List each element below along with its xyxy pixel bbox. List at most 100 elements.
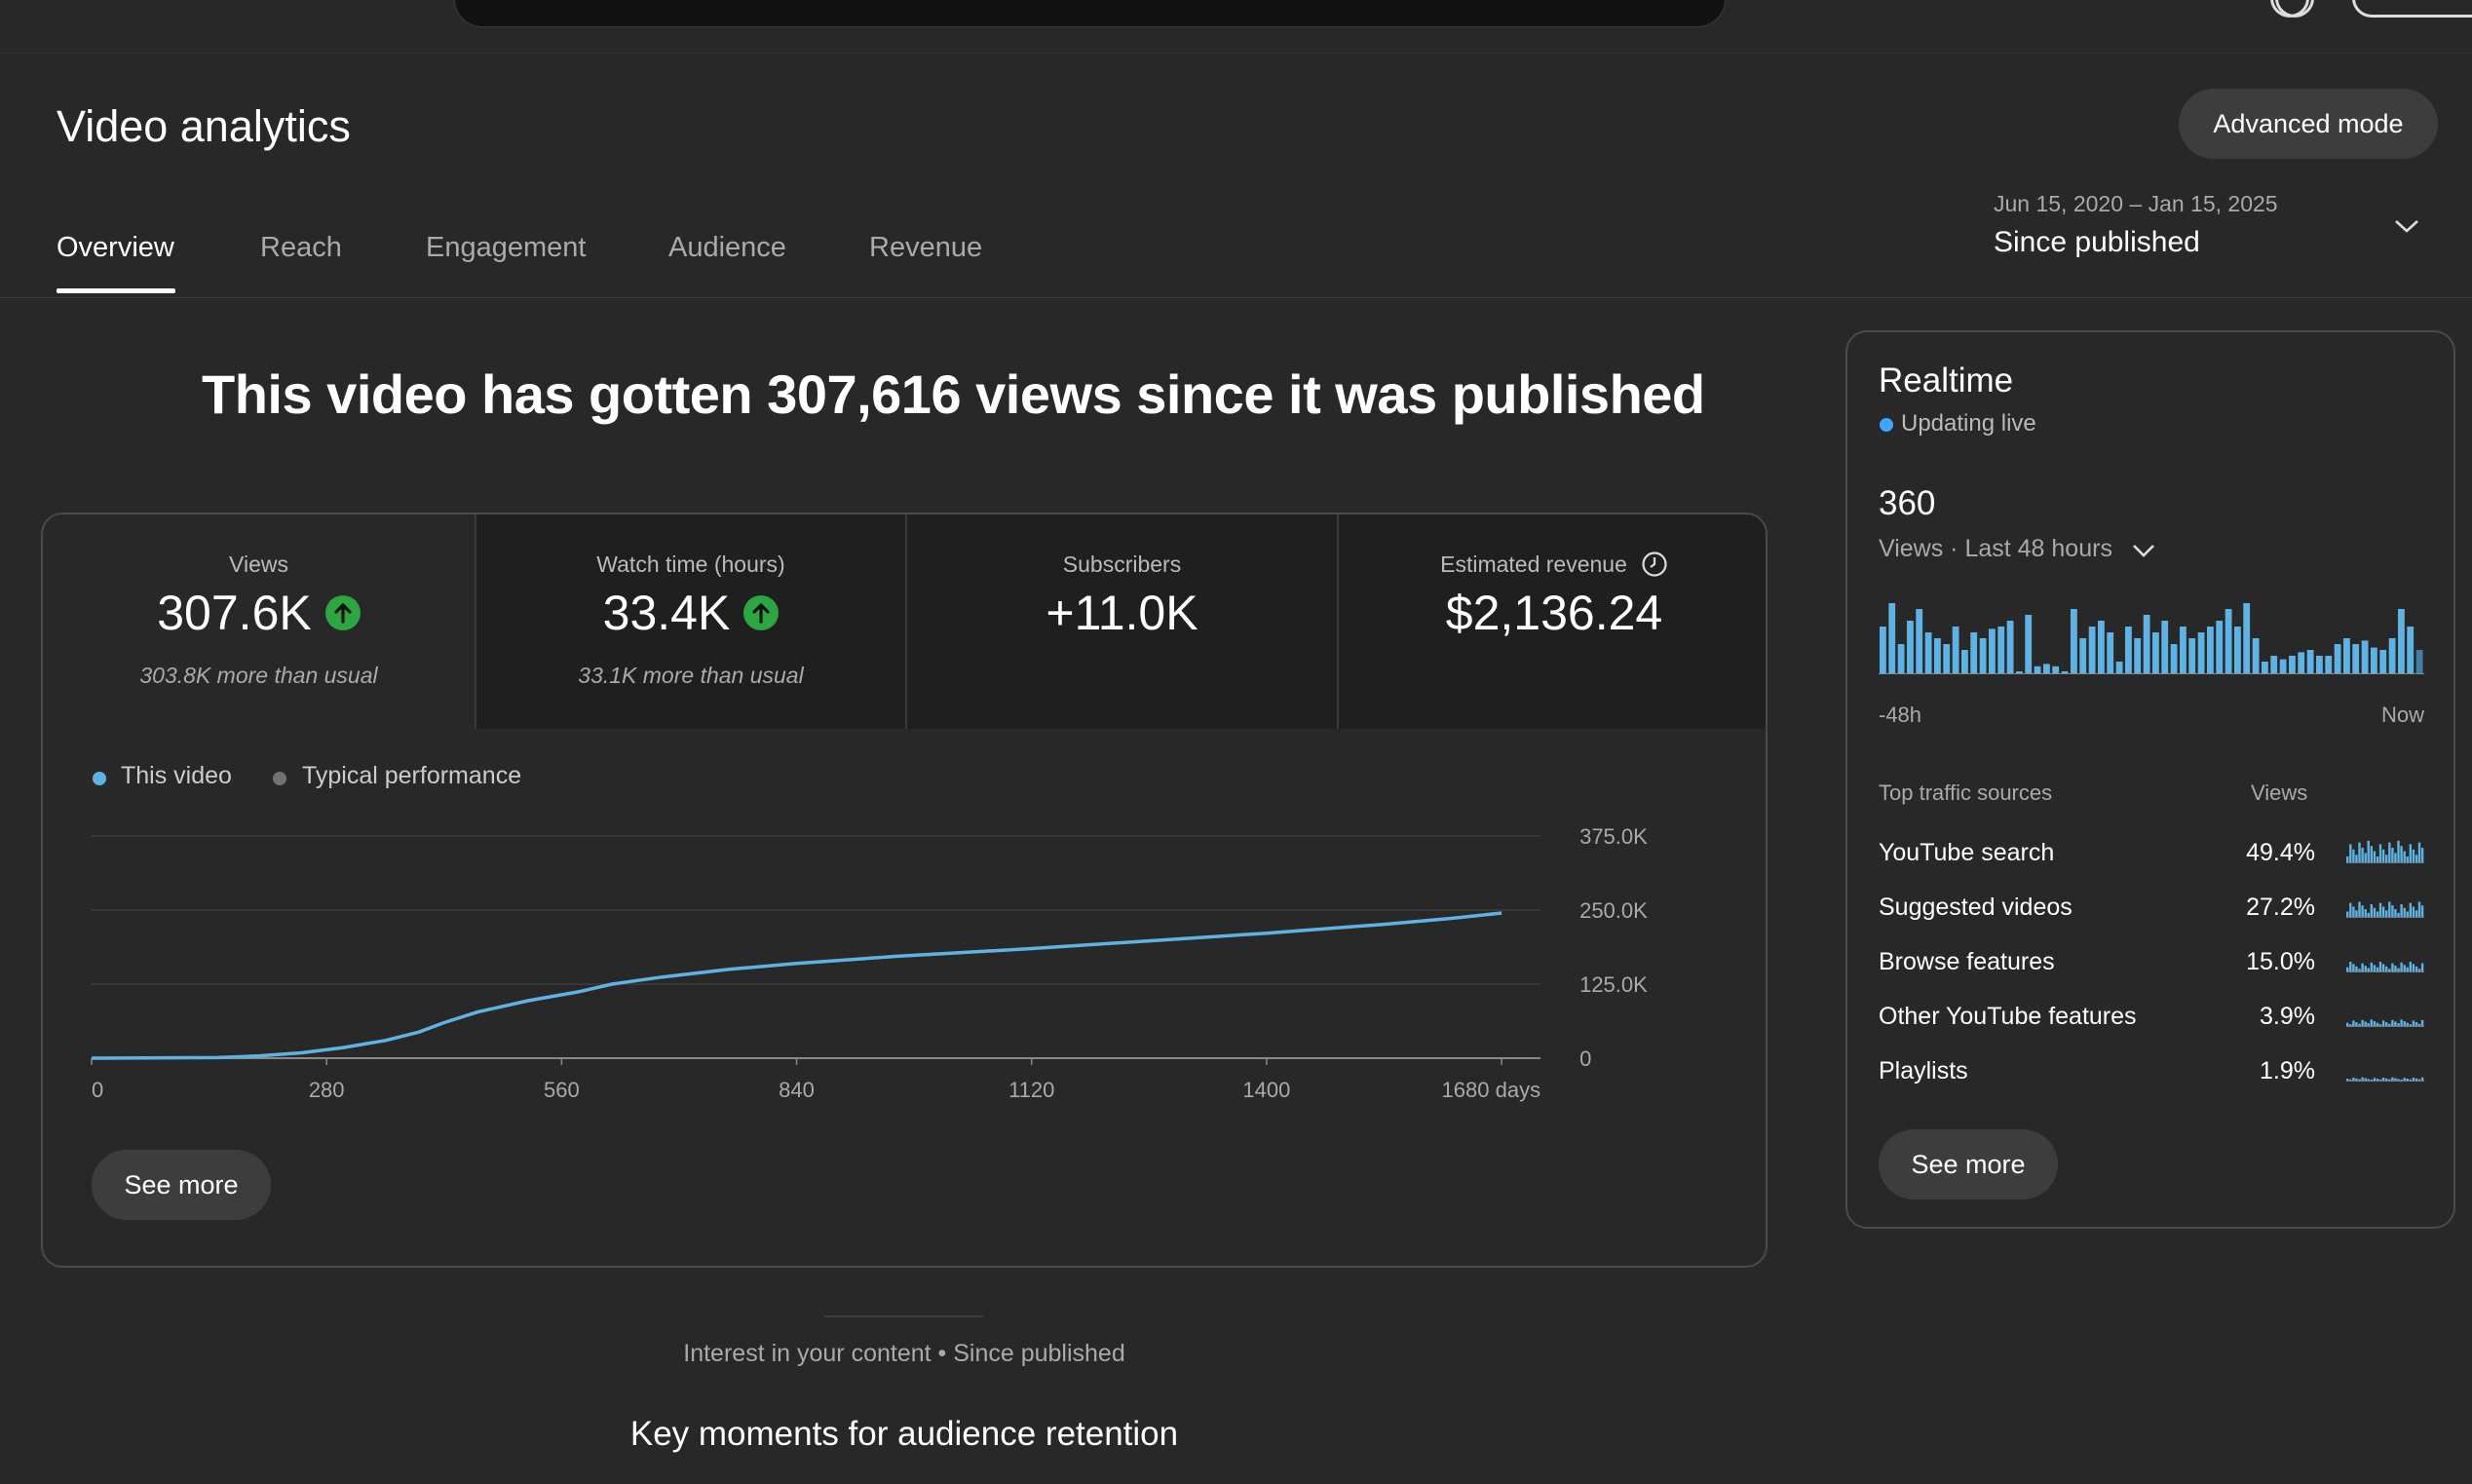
- realtime-bar[interactable]: [2197, 632, 2205, 673]
- traffic-source-row[interactable]: Browse features 15.0%: [1879, 948, 2424, 987]
- realtime-bar[interactable]: [2361, 640, 2369, 673]
- realtime-bar[interactable]: [2152, 632, 2159, 673]
- tab-audience[interactable]: Audience: [668, 232, 786, 263]
- realtime-bar[interactable]: [2188, 638, 2196, 673]
- realtime-bar[interactable]: [1880, 627, 1886, 673]
- realtime-bar[interactable]: [2325, 656, 2333, 673]
- realtime-bar[interactable]: [2006, 621, 2014, 673]
- sparkline-bar: [2352, 906, 2355, 917]
- realtime-bar[interactable]: [2415, 650, 2423, 673]
- realtime-bar[interactable]: [2216, 621, 2224, 673]
- realtime-bar[interactable]: [2343, 638, 2350, 673]
- realtime-bar[interactable]: [1970, 632, 1978, 673]
- realtime-bar[interactable]: [2071, 609, 2077, 673]
- realtime-bar[interactable]: [2234, 627, 2241, 673]
- realtime-bar[interactable]: [2334, 644, 2341, 673]
- realtime-bar[interactable]: [2098, 621, 2105, 673]
- sparkline-bar: [2376, 856, 2379, 862]
- metric-subscribers[interactable]: Subscribers +11.0K: [907, 514, 1337, 729]
- realtime-bar[interactable]: [2270, 656, 2278, 673]
- metric-revenue[interactable]: Estimated revenue $2,136.24: [1339, 514, 1766, 729]
- realtime-bar[interactable]: [2088, 627, 2096, 673]
- realtime-bar[interactable]: [2161, 621, 2169, 673]
- date-period[interactable]: Since published: [1994, 226, 2200, 258]
- series-line-this-video[interactable]: [91, 911, 1502, 1060]
- realtime-bar[interactable]: [2079, 638, 2087, 673]
- realtime-bar[interactable]: [1961, 650, 1968, 673]
- see-more-button[interactable]: See more: [1879, 1129, 2058, 1199]
- metric-views[interactable]: Views 307.6K 303.8K more than usual: [43, 514, 475, 729]
- realtime-bar[interactable]: [1924, 632, 1932, 673]
- sparkline-bar: [2361, 1077, 2364, 1081]
- sparkline-bar: [2349, 1079, 2352, 1081]
- realtime-bar[interactable]: [2025, 615, 2033, 673]
- realtime-bar[interactable]: [1979, 638, 1987, 673]
- realtime-bar[interactable]: [2107, 632, 2114, 673]
- realtime-bar[interactable]: [2279, 659, 2287, 673]
- realtime-bar[interactable]: [1943, 644, 1951, 673]
- tab-engagement[interactable]: Engagement: [426, 232, 587, 263]
- realtime-bar[interactable]: [2207, 627, 2214, 673]
- realtime-bar[interactable]: [2125, 627, 2132, 673]
- realtime-bar[interactable]: [2061, 671, 2069, 673]
- tab-overview[interactable]: Overview: [57, 232, 174, 263]
- realtime-bar[interactable]: [1934, 638, 1941, 673]
- traffic-source-row[interactable]: Other YouTube features 3.9%: [1879, 1003, 2424, 1042]
- x-tick-label: 1680 days: [1442, 1078, 1541, 1102]
- views-chart[interactable]: 375.0K 250.0K 125.0K 0 0 280 560 840 1120 1400 168…: [43, 514, 1768, 1268]
- realtime-bar[interactable]: [2352, 644, 2360, 673]
- realtime-bar[interactable]: [1989, 628, 1996, 673]
- realtime-bar[interactable]: [2143, 615, 2150, 673]
- realtime-bar[interactable]: [1888, 603, 1896, 673]
- metric-watch-time[interactable]: Watch time (hours) 33.4K 33.1K more than…: [476, 514, 905, 729]
- realtime-bar[interactable]: [1997, 627, 2005, 673]
- realtime-bar[interactable]: [1907, 621, 1914, 673]
- realtime-bar[interactable]: [2407, 627, 2415, 673]
- realtime-bar[interactable]: [2298, 652, 2305, 673]
- traffic-source-row[interactable]: Suggested videos 27.2%: [1879, 894, 2424, 932]
- metric-divider: [905, 514, 907, 729]
- realtime-bar[interactable]: [2115, 662, 2123, 673]
- realtime-bar[interactable]: [2243, 603, 2251, 673]
- realtime-bar[interactable]: [2134, 638, 2142, 673]
- realtime-bar[interactable]: [2289, 656, 2296, 673]
- see-more-button[interactable]: See more: [92, 1150, 271, 1220]
- realtime-bar[interactable]: [2398, 609, 2405, 673]
- chevron-down-icon[interactable]: [2132, 543, 2155, 558]
- realtime-bar[interactable]: [2262, 662, 2268, 673]
- search-bar[interactable]: [454, 0, 1726, 27]
- chevron-down-icon[interactable]: [2394, 216, 2419, 236]
- realtime-bar[interactable]: [1916, 609, 1923, 673]
- realtime-bar[interactable]: [2170, 644, 2178, 673]
- realtime-bar[interactable]: [2034, 666, 2041, 673]
- realtime-bar[interactable]: [2043, 664, 2050, 673]
- sparkline-bar: [2385, 1022, 2388, 1026]
- traffic-source-row[interactable]: YouTube search 49.4%: [1879, 839, 2424, 878]
- tab-revenue[interactable]: Revenue: [869, 232, 983, 263]
- realtime-bar[interactable]: [2016, 671, 2023, 673]
- sparkline-bar: [2397, 968, 2400, 971]
- realtime-bar[interactable]: [2379, 650, 2387, 673]
- date-range[interactable]: Jun 15, 2020 – Jan 15, 2025: [1994, 191, 2278, 216]
- realtime-bar[interactable]: [2371, 647, 2377, 673]
- realtime-bar[interactable]: [2388, 638, 2396, 673]
- realtime-bar[interactable]: [2252, 638, 2260, 673]
- metric-divider: [1337, 514, 1339, 729]
- traffic-source-row[interactable]: Playlists 1.9%: [1879, 1057, 2424, 1096]
- x-tick-label: 0: [92, 1078, 103, 1102]
- tab-reach[interactable]: Reach: [260, 232, 342, 263]
- create-button[interactable]: [2352, 0, 2472, 18]
- realtime-bar[interactable]: [2225, 609, 2232, 673]
- realtime-bar[interactable]: [2316, 656, 2323, 673]
- realtime-bar[interactable]: [1952, 627, 1959, 673]
- sparkline-bar: [2352, 1020, 2355, 1026]
- realtime-x-start: -48h: [1879, 703, 1922, 727]
- advanced-mode-button[interactable]: Advanced mode: [2179, 89, 2438, 159]
- sparkline-bar: [2394, 909, 2397, 917]
- realtime-bar[interactable]: [2180, 627, 2187, 673]
- realtime-bar[interactable]: [2306, 650, 2314, 673]
- realtime-bar-chart[interactable]: [1879, 603, 2424, 683]
- realtime-bar[interactable]: [2052, 666, 2060, 673]
- realtime-bar[interactable]: [1897, 644, 1905, 673]
- realtime-views-dropdown[interactable]: Views · Last 48 hours: [1879, 535, 2112, 562]
